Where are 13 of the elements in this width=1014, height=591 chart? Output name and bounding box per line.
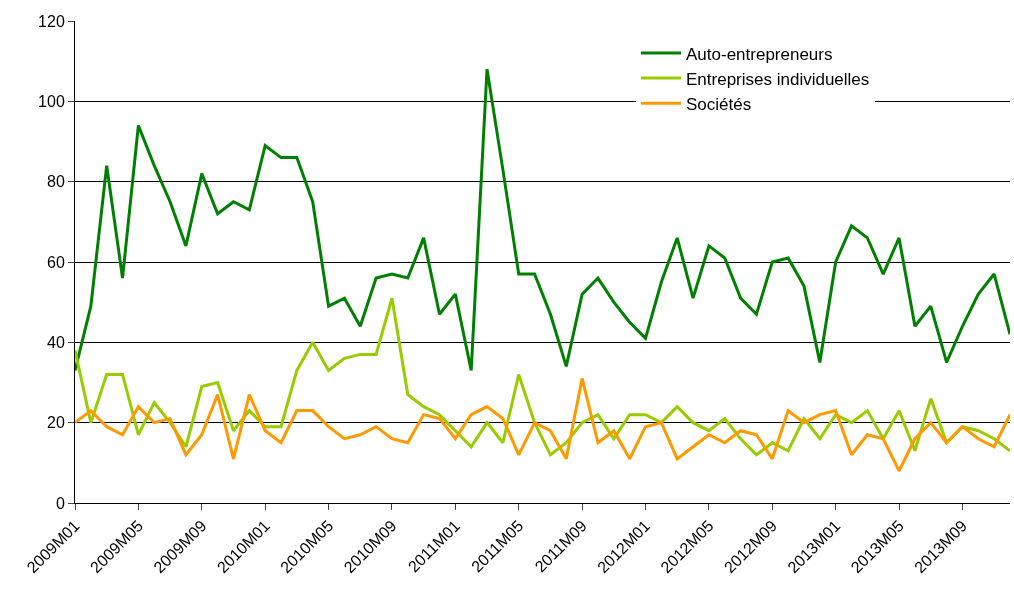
y-tick-label: 40 [47, 333, 65, 351]
y-tick-label: 120 [38, 12, 65, 30]
line-series [75, 67, 1010, 372]
y-tick-label: 100 [38, 92, 65, 110]
legend-label: Auto-entrepreneurs [686, 44, 833, 64]
line-series [75, 296, 1010, 457]
line-series [75, 376, 1010, 473]
y-tick-label: 0 [55, 494, 65, 512]
y-tick-label: 60 [47, 253, 65, 271]
legend-label: Sociétés [686, 94, 752, 114]
y-tick-label: 80 [47, 173, 65, 191]
y-tick-label: 20 [47, 414, 65, 432]
legend-label: Entreprises individuelles [686, 69, 870, 89]
